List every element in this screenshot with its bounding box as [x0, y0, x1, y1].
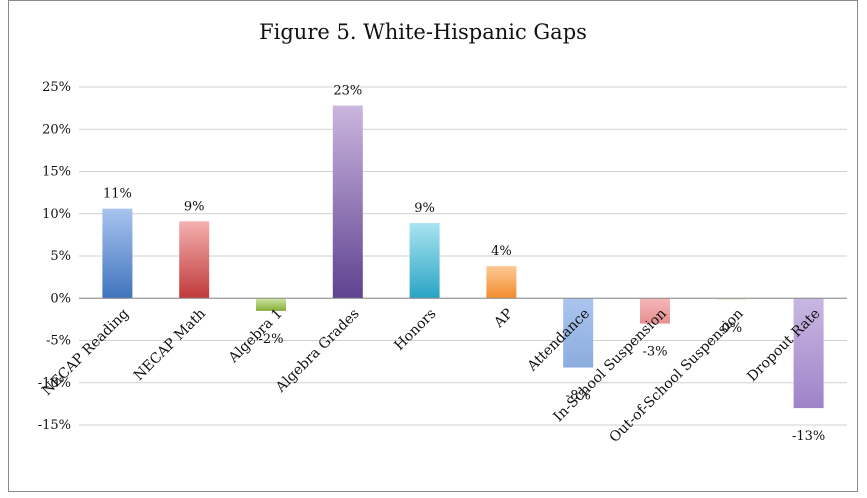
bar-algebra-1	[256, 298, 286, 311]
y-tick-label: 25%	[42, 80, 71, 95]
y-tick-label: 20%	[42, 122, 71, 137]
bar-attendance	[563, 298, 594, 368]
bar-necap-math	[179, 221, 210, 299]
chart-title: Figure 5. White-Hispanic Gaps	[259, 20, 587, 44]
data-label: -3%	[642, 345, 667, 360]
data-labels: 11% 9% -2% 23% 9% 4% -8% -3% 0% -13%	[103, 84, 825, 445]
y-tick-label: 5%	[50, 249, 71, 264]
chart-frame: Figure 5. White-Hispanic Gaps 25% 20% 15% 1…	[8, 0, 858, 492]
category-label: NECAP Reading	[39, 306, 132, 399]
data-label: -2%	[258, 332, 283, 347]
bars	[102, 105, 824, 409]
category-label: NECAP Math	[131, 306, 209, 384]
data-label: 9%	[184, 199, 205, 214]
y-tick-label: -5%	[46, 334, 71, 349]
bar-chart: Figure 5. White-Hispanic Gaps 25% 20% 15% 1…	[38, 20, 847, 446]
bar-out-of-school-suspension	[716, 298, 747, 300]
bar-honors	[409, 223, 440, 299]
bar-necap-reading	[102, 208, 133, 299]
bar-dropout-rate	[793, 298, 824, 409]
data-label: 0%	[721, 321, 742, 336]
bar-ap	[486, 266, 517, 299]
category-label: AP	[490, 306, 516, 332]
data-label: -13%	[792, 429, 825, 444]
data-label: 23%	[333, 84, 362, 99]
y-tick-label: 10%	[42, 207, 71, 222]
data-label: 4%	[491, 244, 512, 259]
data-label: 11%	[103, 187, 132, 202]
y-tick-label: -10%	[38, 376, 71, 391]
y-axis-tick-labels: 25% 20% 15% 10% 5% 0% -5% -10% -15%	[38, 80, 71, 433]
y-tick-label: -15%	[38, 418, 71, 433]
y-tick-label: 0%	[50, 291, 71, 306]
bar-in-school-suspension	[640, 298, 670, 324]
data-label: 9%	[414, 201, 435, 216]
bar-algebra-grades	[332, 105, 363, 299]
y-tick-label: 15%	[42, 165, 71, 180]
category-label: Honors	[391, 306, 439, 354]
data-label: -8%	[566, 389, 591, 404]
